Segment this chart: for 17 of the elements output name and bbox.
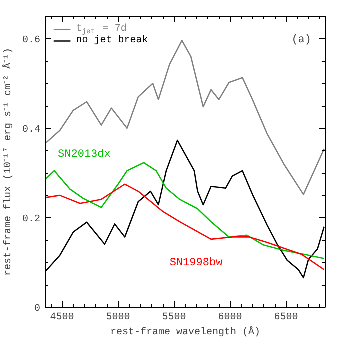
- x-tick-label: 4500: [50, 312, 74, 324]
- x-tick-label: 5000: [106, 312, 130, 324]
- x-tick-label: 6000: [218, 312, 242, 324]
- series-label: SN2013dx: [58, 148, 112, 161]
- legend-label: no jet break: [76, 34, 148, 47]
- y-axis-title: rest-frame flux (10⁻¹⁷ erg s⁻¹ cm⁻² Å⁻¹): [2, 48, 14, 276]
- annotation: (a): [292, 34, 312, 46]
- line-series: [46, 184, 326, 271]
- y-tick-label: 0.4: [22, 124, 41, 136]
- line-series: [46, 162, 326, 260]
- x-tick-label: 5500: [162, 312, 186, 324]
- y-tick-label: 0.2: [22, 214, 41, 226]
- x-tick-label: 6500: [274, 312, 298, 324]
- x-axis-title: rest-frame wavelength (Å): [110, 326, 261, 338]
- series-label: SN1998bw: [170, 257, 224, 270]
- y-tick-label: 0: [34, 304, 41, 315]
- y-tick-label: 0.6: [22, 35, 41, 46]
